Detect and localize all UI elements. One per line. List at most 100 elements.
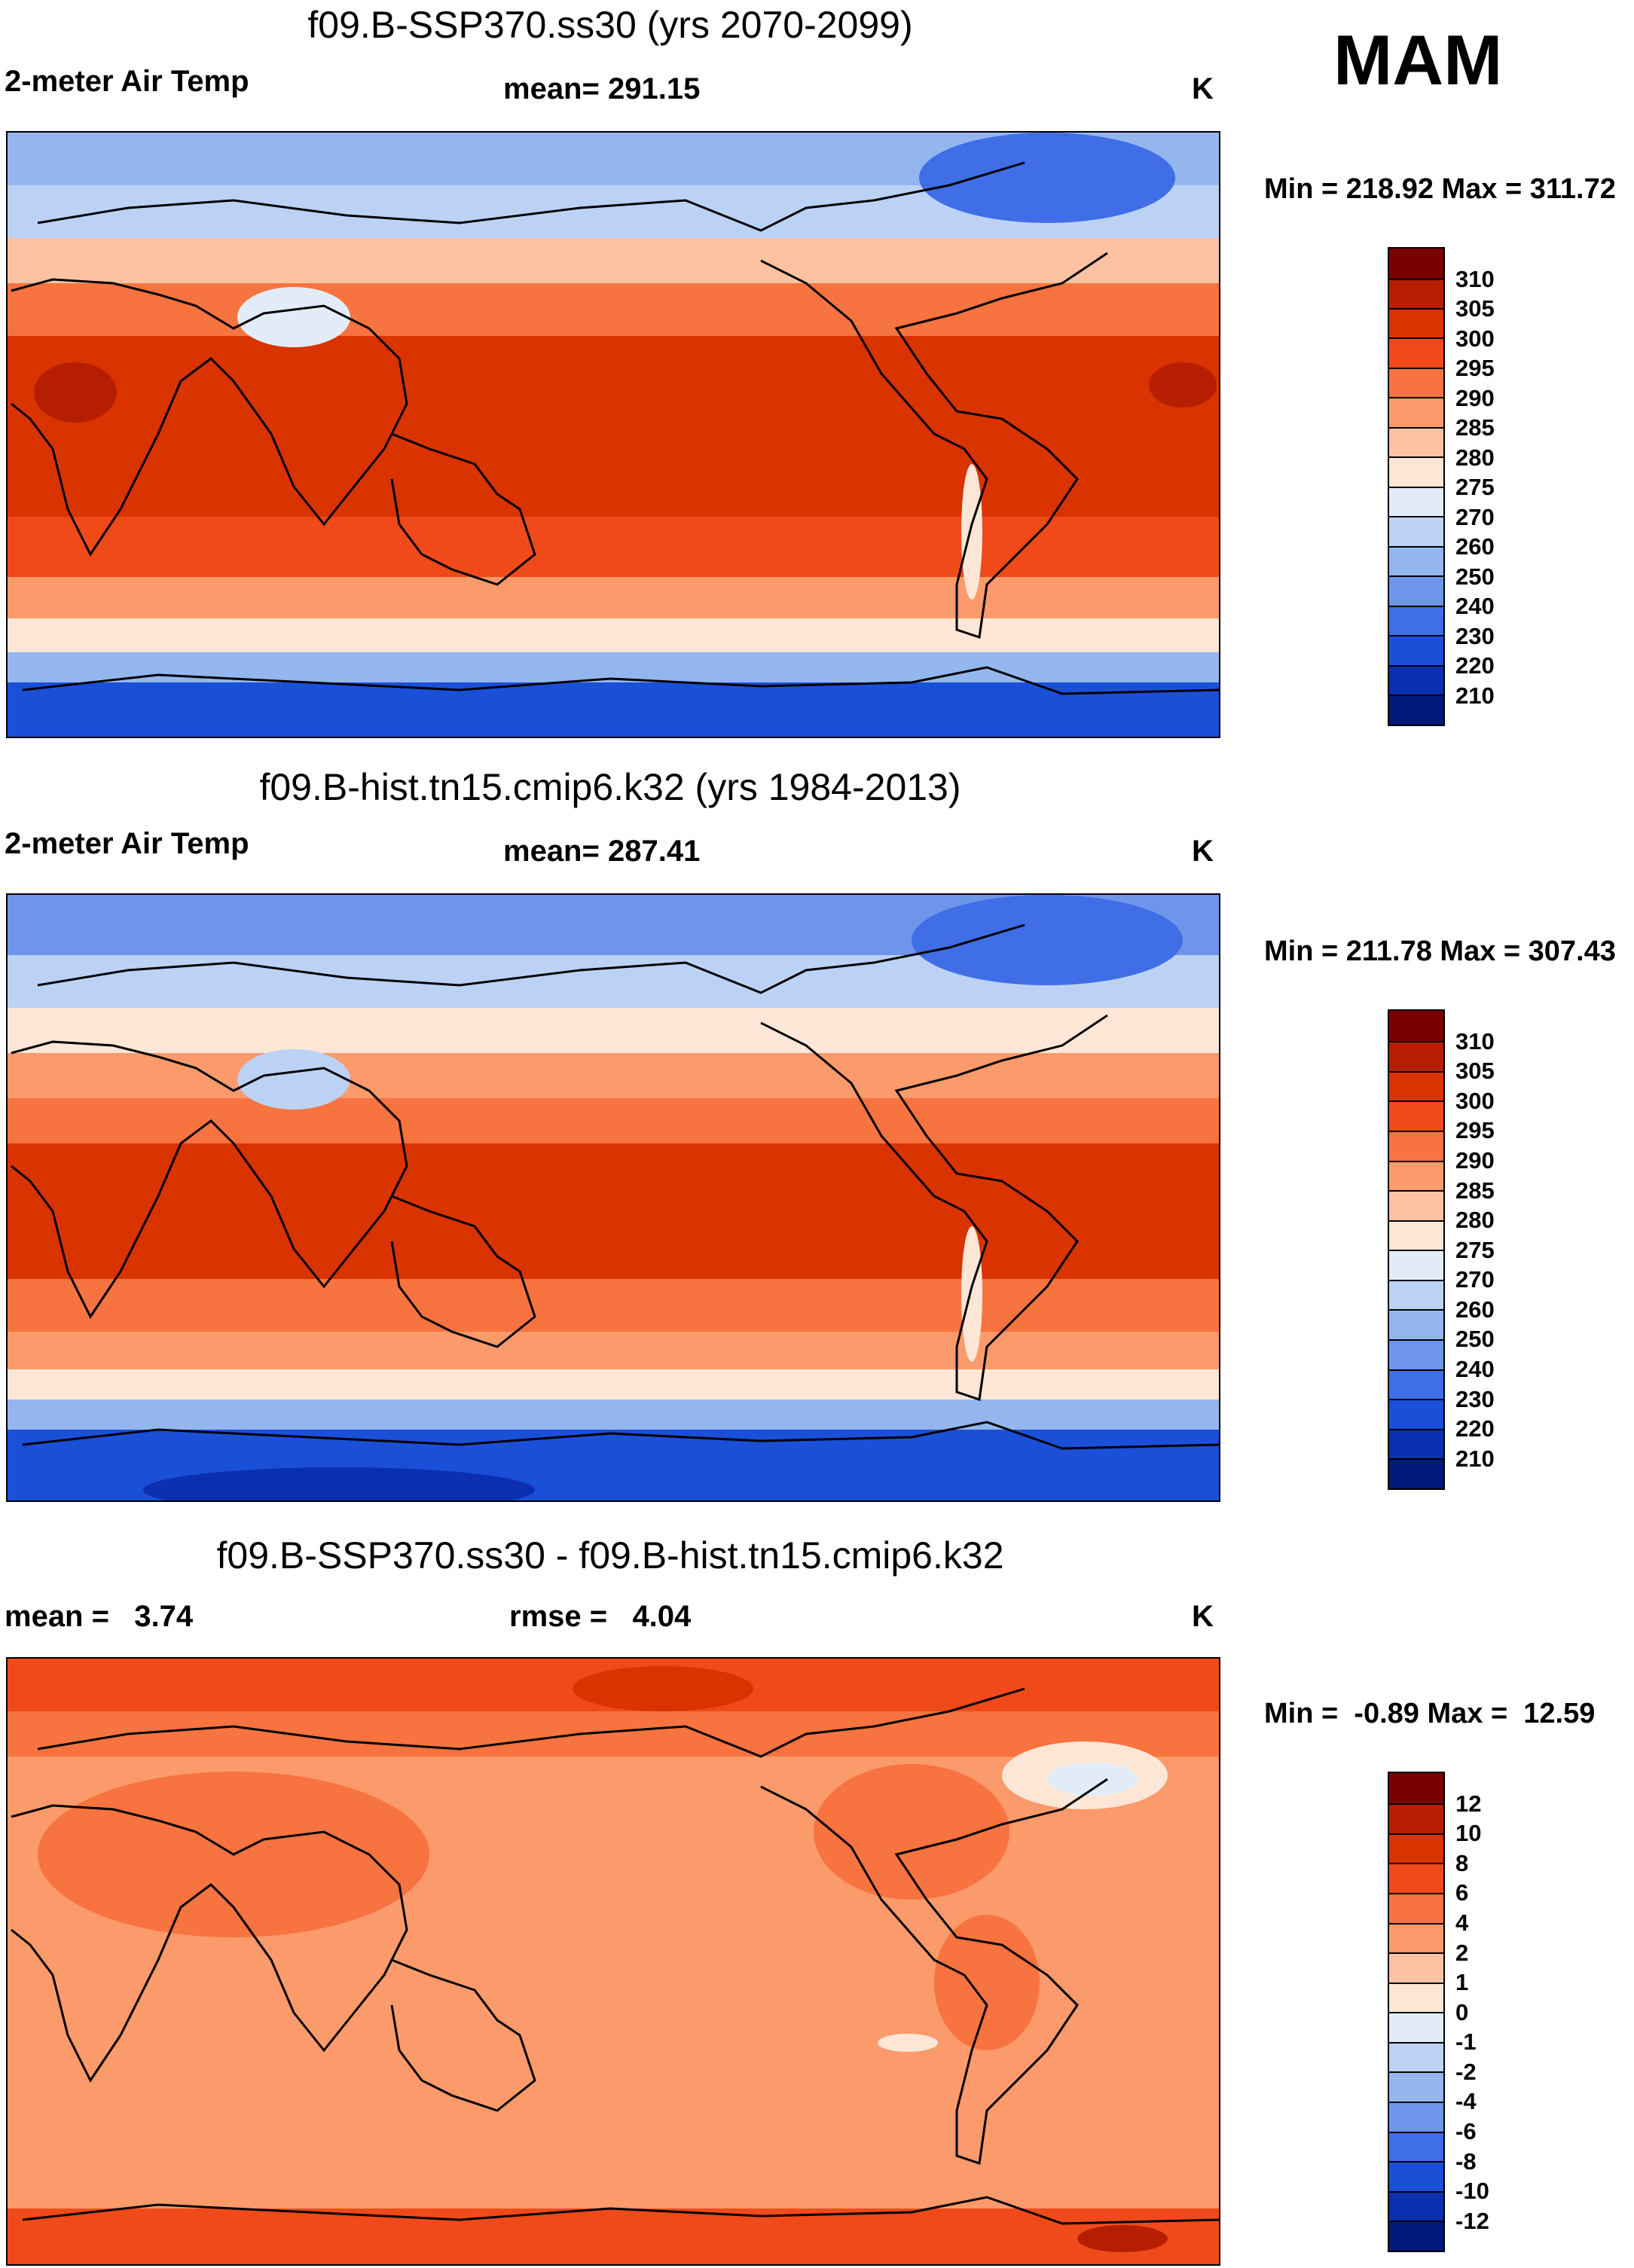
panel-3-cbar-box — [1389, 1803, 1443, 1833]
panel-1-cbar-tick: 220 — [1455, 652, 1495, 679]
panel-1-map-svg — [8, 133, 1219, 737]
panel-1-cbar-tick: 310 — [1455, 266, 1495, 292]
panel-3-cbar-box — [1389, 1833, 1443, 1863]
panel-3-map — [6, 1657, 1220, 2266]
panel-1-cbar-box — [1389, 694, 1443, 725]
panel-1-cbar-box — [1389, 575, 1443, 606]
panel-1-mean-label: mean= 291.15 — [503, 72, 701, 105]
panel-2-cbar-box — [1389, 1250, 1443, 1280]
panel-1-cbar-box — [1389, 427, 1443, 456]
panel-3-cbar-box — [1389, 2102, 1443, 2132]
panel-1-band-equator — [8, 336, 1219, 517]
panel-3-cbar-box — [1389, 1983, 1443, 2012]
panel-3-coastlines — [11, 1687, 1219, 2225]
panel-2-band-n-temperate — [8, 1053, 1219, 1098]
panel-3-units: K — [1192, 1600, 1214, 1633]
panel-2-colorbar — [1388, 1009, 1445, 1490]
panel-3-cbar-box — [1389, 2191, 1443, 2221]
panel-3-cbar-tick: -1 — [1455, 2028, 1477, 2055]
panel-1-cbar-box — [1389, 456, 1443, 487]
panel-2-mean-label: mean= 287.41 — [503, 835, 701, 868]
panel-3-cbar-tick: 8 — [1455, 1850, 1469, 1876]
panel-3-cbar-box — [1389, 1863, 1443, 1893]
panel-1-tibet-cold — [237, 287, 350, 347]
panel-3-antarctic-hot — [1077, 2225, 1168, 2252]
panel-2-cbar-box — [1389, 1399, 1443, 1429]
panel-1-sahara-hot — [34, 362, 117, 423]
panel-1-cbar-box — [1389, 665, 1443, 694]
panel-2-band-n-midlat — [8, 1008, 1219, 1053]
panel-3-band-subarctic — [8, 1711, 1219, 1757]
panel-2-cbar-tick: 310 — [1455, 1028, 1495, 1055]
panel-3-s-pacific-cool — [878, 2034, 938, 2052]
panel-3-cbar-box — [1389, 2012, 1443, 2042]
panel-1-cbar-box — [1389, 337, 1443, 368]
panel-3-mean-label: mean = 3.74 — [5, 1600, 194, 1633]
panel-2-tibet-cold — [237, 1049, 350, 1110]
panel-1-variable-label: 2-meter Air Temp — [5, 65, 249, 98]
panel-2-cbar-tick: 305 — [1455, 1058, 1495, 1084]
panel-2-cbar-tick: 295 — [1455, 1117, 1495, 1143]
panel-2-cbar-box — [1389, 1429, 1443, 1458]
panel-1-minmax: Min = 218.92 Max = 311.72 — [1264, 173, 1616, 205]
panel-3-cbar-box — [1389, 2042, 1443, 2071]
panel-3-cbar-tick: -8 — [1455, 2148, 1477, 2175]
panel-1-band-s-midlat — [8, 577, 1219, 618]
panel-2-map — [6, 893, 1220, 1502]
panel-2-cbar-tick: 290 — [1455, 1147, 1495, 1174]
panel-3-arctic-hot — [573, 1666, 753, 1711]
panel-2-cbar-tick: 210 — [1455, 1445, 1495, 1472]
panel-2-greenland-cold — [912, 895, 1183, 985]
panel-1-cbar-tick: 300 — [1455, 325, 1495, 352]
panel-3-colorbar — [1388, 1772, 1445, 2252]
panel-2-cbar-box — [1389, 1071, 1443, 1100]
panel-1-greenland-cold — [919, 133, 1175, 223]
panel-2-title: f09.B-hist.tn15.cmip6.k32 (yrs 1984-2013… — [259, 766, 961, 808]
panel-2-cbar-tick: 275 — [1455, 1237, 1495, 1263]
panel-2-cbar-box — [1389, 1011, 1443, 1041]
panel-1-cbar-box — [1389, 487, 1443, 516]
panel-2-cbar-box — [1389, 1220, 1443, 1250]
season-label: MAM — [1333, 20, 1503, 99]
panel-3-cbar-box — [1389, 2132, 1443, 2161]
panel-1-cbar-box — [1389, 516, 1443, 546]
panel-1-cbar-tick: 305 — [1455, 295, 1495, 322]
panel-1-cbar-box — [1389, 249, 1443, 279]
panel-3-title: f09.B-SSP370.ss30 - f09.B-hist.tn15.cmip… — [216, 1534, 1004, 1577]
panel-2-cbar-box — [1389, 1100, 1443, 1131]
panel-2-cbar-tick: 250 — [1455, 1326, 1495, 1352]
panel-3-cbar-box — [1389, 1773, 1443, 1803]
panel-3-cbar-box — [1389, 2221, 1443, 2251]
panel-3-rmse-label: rmse = 4.04 — [509, 1600, 692, 1633]
panel-2-map-svg — [8, 895, 1219, 1500]
panel-1-cbar-tick: 290 — [1455, 385, 1495, 411]
panel-1-band-southern-ocean — [8, 618, 1219, 652]
panel-3-cbar-tick: -4 — [1455, 2088, 1477, 2114]
panel-3-cbar-box — [1389, 1952, 1443, 1983]
panel-2-units: K — [1192, 835, 1214, 868]
panel-2-cbar-tick: 230 — [1455, 1386, 1495, 1412]
panel-1-coastlines — [11, 161, 1219, 695]
panel-2-band-equator — [8, 1143, 1219, 1279]
panel-3-map-svg — [8, 1659, 1219, 2264]
panel-1-band-n-midlat — [8, 238, 1219, 283]
panel-1-cbar-tick: 270 — [1455, 504, 1495, 530]
panel-1-map — [6, 131, 1220, 738]
panel-1-cbar-box — [1389, 546, 1443, 575]
panel-2-band-s-midlat — [8, 1332, 1219, 1369]
panel-2-cbar-box — [1389, 1131, 1443, 1161]
panel-2-variable-label: 2-meter Air Temp — [5, 827, 249, 860]
panel-2-cbar-box — [1389, 1369, 1443, 1399]
panel-3-cbar-box — [1389, 2071, 1443, 2102]
panel-3-band-antarctica — [8, 2208, 1219, 2264]
panel-1-cbar-tick: 295 — [1455, 355, 1495, 381]
panel-3-cbar-tick: 0 — [1455, 1999, 1469, 2025]
panel-3-cbar-tick: -2 — [1455, 2059, 1477, 2085]
panel-3-cbar-box — [1389, 2161, 1443, 2191]
panel-1-cbar-tick: 275 — [1455, 474, 1495, 500]
panel-1-cbar-box — [1389, 397, 1443, 427]
panel-1-cbar-tick: 285 — [1455, 414, 1495, 441]
panel-3-cbar-box — [1389, 1893, 1443, 1923]
panel-1-cbar-tick: 240 — [1455, 593, 1495, 619]
panel-2-cbar-tick: 300 — [1455, 1088, 1495, 1114]
